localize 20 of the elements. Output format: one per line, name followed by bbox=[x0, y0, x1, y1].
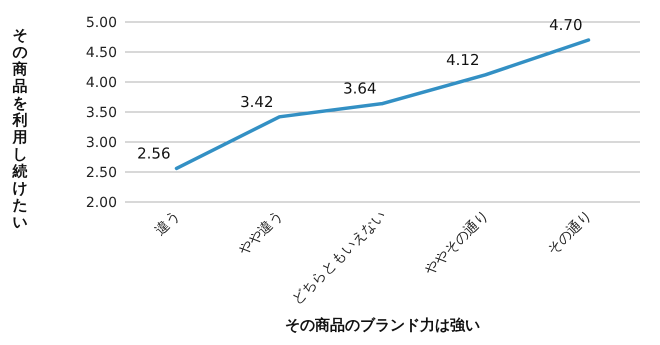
data-label: 3.64 bbox=[343, 80, 376, 98]
line-series bbox=[174, 38, 590, 170]
y-tick-label: 2.50 bbox=[86, 165, 117, 181]
data-label: 4.12 bbox=[446, 50, 480, 69]
data-label: 4.70 bbox=[549, 16, 582, 34]
y-tick-label: 5.00 bbox=[86, 15, 117, 31]
x-tick-label: ややその通り bbox=[422, 208, 492, 278]
y-tick-label: 4.00 bbox=[86, 75, 117, 91]
data-label: 2.56 bbox=[137, 144, 170, 162]
y-tick-label: 3.00 bbox=[86, 135, 117, 151]
text: その商品を利用し続けたい bbox=[12, 26, 28, 231]
x-tick-label: その通り bbox=[544, 208, 596, 258]
y-tick-label: 4.50 bbox=[86, 45, 117, 61]
x-tick-label: やや違う bbox=[235, 208, 286, 258]
y-tick-label: 2.00 bbox=[86, 195, 117, 211]
x-tick-label: どちらともいえない bbox=[288, 208, 390, 308]
data-label: 3.42 bbox=[240, 92, 274, 111]
x-axis-title: その商品のブランド力は強い bbox=[285, 316, 480, 334]
x-tick-label: 違う bbox=[152, 208, 184, 239]
y-tick-label: 3.50 bbox=[86, 105, 117, 121]
